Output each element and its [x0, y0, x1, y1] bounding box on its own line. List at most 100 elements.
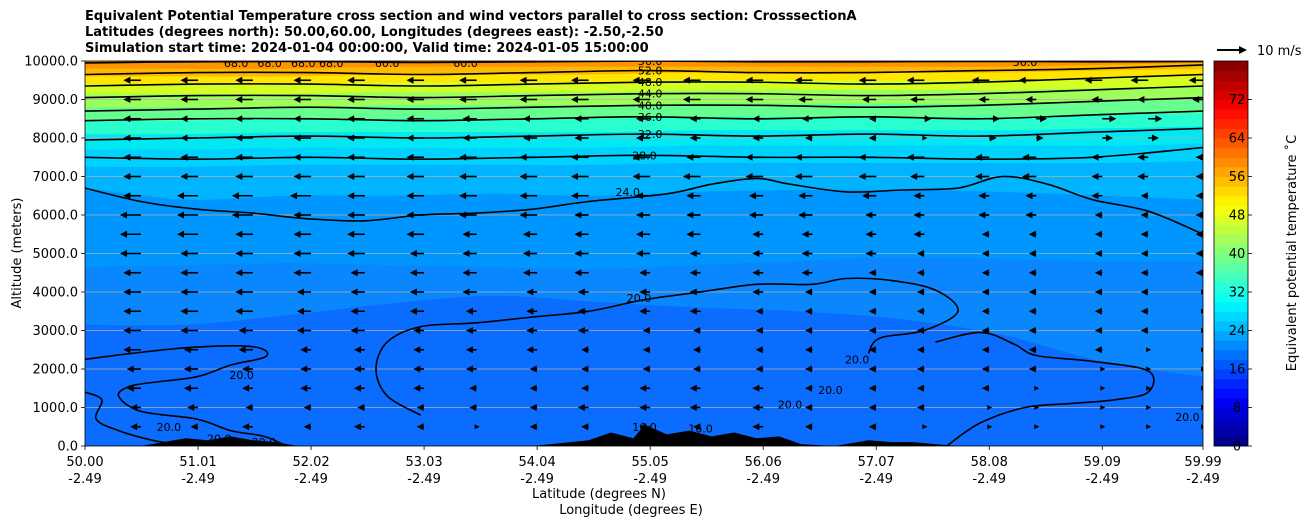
wind-vector-head [858, 153, 866, 161]
colorbar-tick-label: 0 [1233, 440, 1241, 455]
wind-vector-head [180, 134, 188, 142]
colorbar-segment [1214, 80, 1248, 91]
wind-vector-head [123, 76, 131, 84]
wind-vector-head [868, 327, 876, 334]
wind-vector-head [465, 346, 473, 354]
wind-vector-head [862, 96, 870, 103]
wind-vector-head [522, 134, 530, 142]
wind-vector-head [190, 423, 198, 431]
wind-vector-head [574, 115, 582, 123]
wind-vector-head [794, 173, 802, 180]
contour-label: 20.0 [207, 432, 232, 445]
y-tick-label: 2000.0 [33, 363, 79, 378]
wind-vector-head [1094, 307, 1102, 315]
wind-vector-head [180, 288, 188, 296]
wind-vector-head [910, 96, 918, 103]
contour-label: 40.0 [638, 99, 663, 112]
wind-vector-head [981, 288, 989, 296]
wind-vector-head [574, 134, 582, 142]
wind-vector-head [752, 288, 760, 296]
colorbar-tick-label: 16 [1229, 363, 1246, 378]
wind-vector-head [177, 230, 185, 238]
wind-vector-head [868, 134, 876, 142]
wind-vector-head [752, 134, 760, 142]
colorbar-segment [1214, 417, 1248, 428]
wind-vector [1201, 366, 1203, 372]
colorbar-tick-label: 40 [1229, 247, 1246, 262]
colorbar-segment [1214, 118, 1248, 129]
title-line-1: Equivalent Potential Temperature cross s… [85, 9, 857, 24]
wind-vector-head [1094, 346, 1102, 354]
wind-vector-head [686, 153, 694, 161]
wind-vector-head [1195, 269, 1203, 277]
contour-label: 56.0 [1013, 56, 1038, 69]
wind-vector-head [571, 192, 579, 200]
wind-vector-head [1094, 211, 1102, 219]
x-tick-label-lon: -2.49 [520, 472, 554, 487]
x-tick-label-lat: 59.09 [1084, 455, 1121, 470]
wind-vector-head [805, 307, 813, 315]
wind-vector [987, 424, 993, 430]
y-tick-label: 3000.0 [33, 324, 79, 339]
wind-vector-head [745, 76, 753, 84]
wind-vector-head [689, 115, 697, 123]
wind-vector-head [801, 230, 809, 238]
wind-vector-head [231, 192, 239, 200]
wind-vector [1201, 328, 1203, 333]
contour-line [85, 110, 1203, 122]
wind-vector-head [689, 250, 697, 257]
wind-vector-head [801, 269, 809, 277]
wind-vector-head [238, 346, 246, 354]
wind-vector-head [577, 307, 585, 315]
wind-vector-head [752, 384, 760, 392]
colorbar-segment [1214, 128, 1248, 139]
wind-vector-head [303, 404, 311, 411]
wind-vector-head [235, 153, 243, 161]
wind-vector-head [574, 269, 582, 277]
wind-vector-head [300, 365, 308, 373]
wind-vector-head [357, 404, 365, 411]
colorbar-tick-label: 24 [1229, 324, 1246, 339]
wind-vector-head [123, 173, 131, 180]
colorbar-segment [1214, 157, 1248, 168]
wind-vector-head [519, 211, 527, 219]
contour-label: 24.0 [616, 186, 641, 199]
wind-vector-head [689, 134, 697, 142]
wind-vector-head [296, 288, 304, 296]
wind-vector-head [981, 384, 989, 392]
wind-vector-head [805, 384, 813, 392]
wind-vector-head [755, 365, 763, 373]
wind-vector-head [689, 307, 697, 315]
wind-vector [474, 424, 480, 430]
wind-vector [1100, 405, 1106, 410]
wind-vector-head [639, 269, 647, 277]
contour-label: 20.0 [252, 436, 277, 449]
x-tick-label-lon: -2.49 [1186, 472, 1220, 487]
wind-vector-head [868, 269, 876, 277]
wind-vector-head [459, 96, 467, 103]
wind-vector-head [682, 173, 690, 180]
wind-vector-head [639, 307, 647, 315]
wind-vector-head [123, 192, 131, 200]
wind-vector-head [1137, 153, 1145, 161]
wind-vector-head [1140, 327, 1148, 334]
quiver-key: 10 m/s [1217, 44, 1302, 59]
wind-vector-head [577, 288, 585, 296]
wind-vector [1201, 289, 1203, 295]
wind-vector-head [1028, 365, 1036, 373]
wind-vector-head [635, 115, 643, 123]
wind-vector-head [798, 96, 806, 103]
x-tick-label-lon: -2.49 [68, 472, 102, 487]
wind-vector-head [347, 134, 355, 142]
wind-vector-head [981, 307, 989, 315]
wind-vector-head [406, 96, 414, 103]
wind-vector-head [581, 365, 589, 373]
wind-vector-head [526, 346, 534, 354]
wind-vector-head [293, 269, 301, 277]
colorbar-tick-label: 64 [1229, 132, 1246, 147]
wind-vector-head [519, 192, 527, 200]
x-tick-label-lat: 59.99 [1184, 455, 1221, 470]
wind-vector-head [978, 192, 986, 200]
contour-label: 68.0 [224, 57, 249, 70]
contour-line [85, 127, 1203, 141]
